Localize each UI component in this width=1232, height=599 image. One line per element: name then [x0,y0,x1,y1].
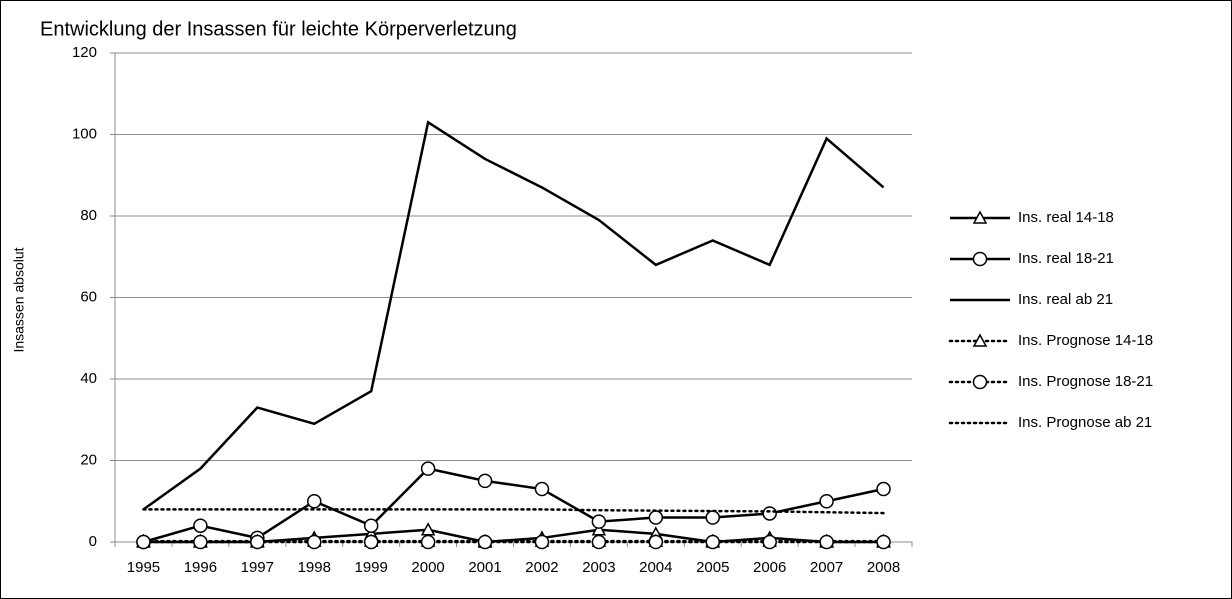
point [762,534,777,550]
legend-label: Ins. Prognose 18-21 [1018,373,1153,390]
point [762,506,777,521]
point [819,494,834,509]
legend-label: Ins. real 18-21 [1018,250,1114,267]
series-line [143,467,884,544]
point [193,518,208,533]
point [534,481,550,497]
point [420,461,436,476]
chart-title: Entwicklung der Insassen für leichte Kör… [40,18,517,40]
legend-label: Ins. real 14-18 [1018,209,1114,226]
x-tick-label: 2008 [867,559,900,576]
point [648,534,664,550]
series-line [143,528,884,544]
y-tick-label: 20 [80,451,97,468]
legend-label: Ins. real ab 21 [1018,291,1113,308]
x-tick-label: 2002 [525,559,558,576]
point [648,510,664,525]
legend-marker [972,210,988,224]
point [307,534,322,550]
point [819,534,834,550]
x-tick-label: 2006 [753,559,786,576]
x-tick-label: 2000 [411,559,444,576]
point [477,473,493,489]
point [705,534,720,550]
legend-marker [972,251,988,267]
x-tick-label: 2003 [582,559,615,576]
point [420,534,436,550]
x-tick-label: 1997 [241,559,274,576]
point [591,514,607,529]
point [363,534,379,550]
point [363,518,379,533]
x-tick-label: 1998 [298,559,331,576]
legend-marker [972,333,988,347]
y-axis-label: Insassen absolut [11,247,27,352]
point [591,534,607,550]
legend-marker [972,374,988,390]
point [307,494,322,509]
point [477,534,493,550]
y-tick-label: 80 [80,207,97,224]
y-tick-label: 40 [80,370,97,387]
x-tick-label: 1999 [354,559,387,576]
x-tick-label: 1995 [127,559,160,576]
point [250,534,265,550]
point [534,534,550,550]
y-tick-label: 100 [72,125,97,142]
point [136,534,151,550]
point [193,534,208,550]
x-tick-label: 2001 [468,559,501,576]
point [876,481,891,497]
x-tick-label: 2005 [696,559,729,576]
point [876,534,891,550]
legend-label: Ins. Prognose ab 21 [1018,414,1152,431]
y-tick-label: 60 [80,288,97,305]
series-line [142,120,885,511]
point [705,510,720,525]
x-tick-label: 1996 [184,559,217,576]
x-tick-label: 2007 [810,559,843,576]
legend-label: Ins. Prognose 14-18 [1018,332,1153,349]
y-tick-label: 120 [72,44,97,61]
y-tick-label: 0 [89,533,97,550]
x-tick-label: 2004 [639,559,672,576]
